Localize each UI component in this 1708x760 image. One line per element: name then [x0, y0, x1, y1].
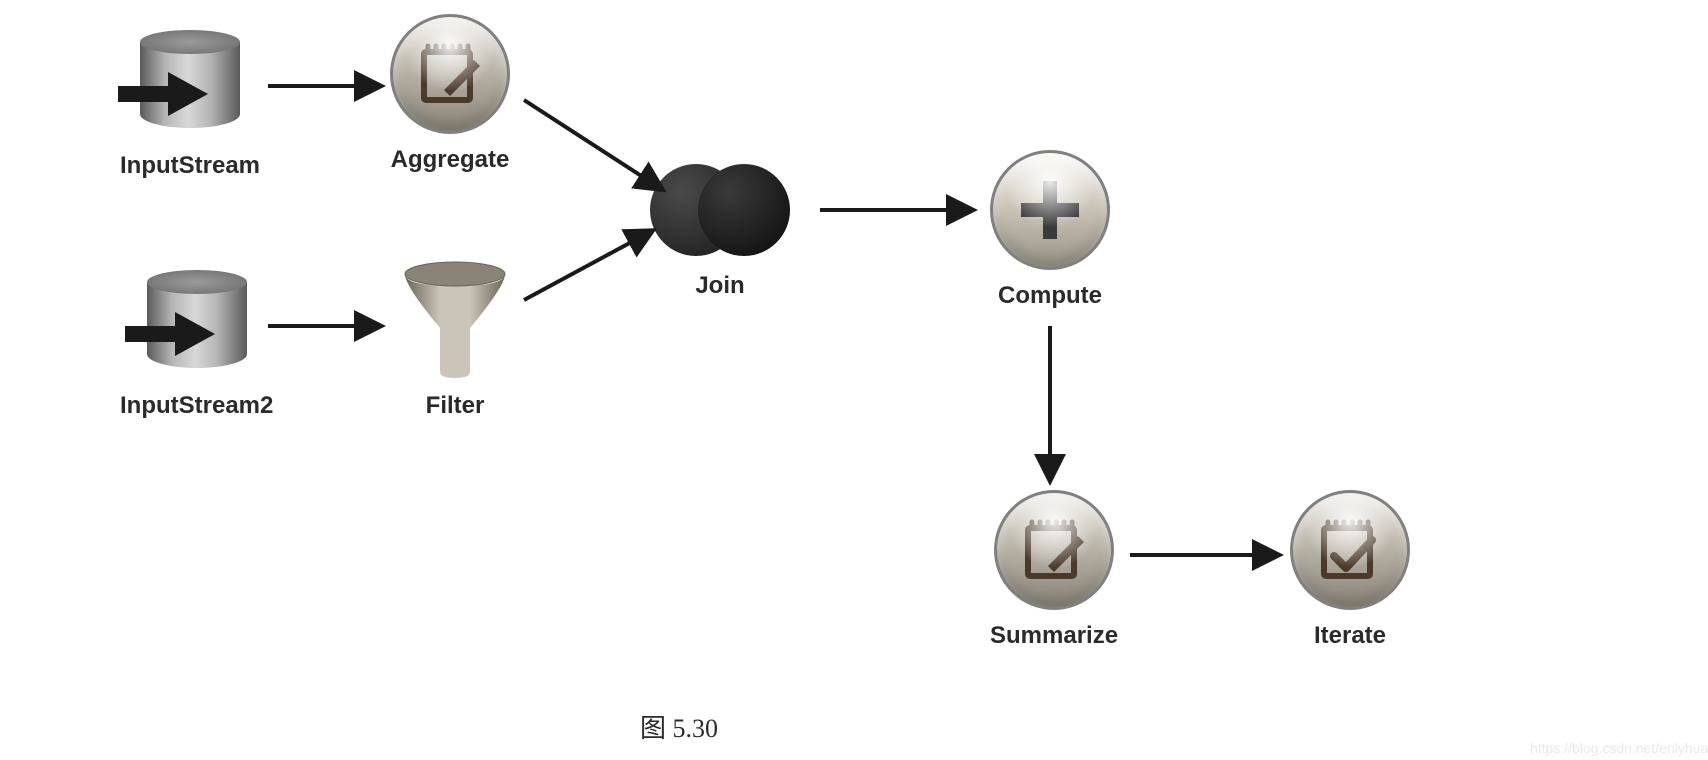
notepad-check-icon: [1290, 490, 1410, 610]
cylinder-icon: [140, 30, 240, 140]
node-aggregate: Aggregate: [390, 14, 510, 174]
node-iterate: Iterate: [1290, 490, 1410, 650]
edge-aggregate-join: [524, 100, 660, 188]
input-arrow-icon: [125, 312, 215, 356]
figure-caption: 图 5.30: [640, 708, 718, 745]
node-label-inputstream: InputStream: [120, 152, 260, 180]
funnel-icon: [400, 260, 510, 380]
cylinder-icon: [147, 270, 247, 380]
node-label-inputstream2: InputStream2: [120, 392, 273, 420]
node-label-filter: Filter: [426, 392, 485, 420]
node-inputstream: InputStream: [120, 30, 260, 180]
node-label-iterate: Iterate: [1314, 622, 1386, 650]
plus-icon: [990, 150, 1110, 270]
venn-icon: [650, 160, 790, 260]
node-label-summarize: Summarize: [990, 622, 1118, 650]
node-summarize: Summarize: [990, 490, 1118, 650]
node-label-aggregate: Aggregate: [391, 146, 510, 174]
input-arrow-icon: [118, 72, 208, 116]
notepad-icon: [994, 490, 1114, 610]
notepad-icon: [390, 14, 510, 134]
node-label-compute: Compute: [998, 282, 1102, 310]
node-inputstream2: InputStream2: [120, 270, 273, 420]
node-label-join: Join: [695, 272, 744, 300]
node-filter: Filter: [400, 260, 510, 420]
node-join: Join: [650, 160, 790, 300]
node-compute: Compute: [990, 150, 1110, 310]
edge-filter-join: [524, 232, 650, 300]
watermark: https://blog.csdn.net/enlyhua: [1530, 740, 1708, 756]
